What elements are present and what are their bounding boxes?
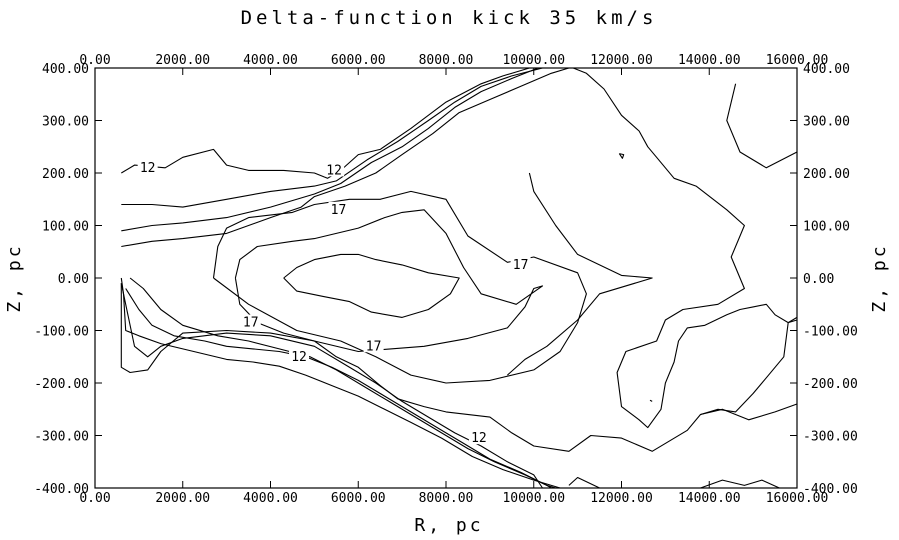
contour-line: [121, 67, 543, 208]
y-tick-label-right: 400.00: [803, 62, 850, 77]
y-tick-label-right: 0.00: [803, 272, 834, 287]
contour-line: [234, 209, 544, 353]
x-tick-label-top: 12000.00: [590, 53, 653, 68]
x-tick-label-top: 6000.00: [331, 53, 386, 68]
x-tick-label-bottom: 0.00: [79, 491, 110, 506]
contour-line: [212, 190, 587, 384]
contour-label-gap: [240, 314, 261, 329]
x-tick-label-bottom: 2000.00: [155, 491, 210, 506]
contour-label: 17: [331, 203, 347, 218]
contour-label-gap: [510, 256, 531, 271]
contour-label: 12: [471, 431, 487, 446]
contour-line: [618, 153, 625, 159]
contour-label: 12: [326, 163, 342, 178]
contour-line: [120, 283, 798, 452]
x-tick-label-bottom: 8000.00: [419, 491, 474, 506]
contour-labels: 12 12 17 17 17 17 12 12: [137, 159, 531, 446]
contour-label-gap: [289, 348, 310, 363]
x-tick-label-top: 2000.00: [155, 53, 210, 68]
contour-label-gap: [363, 338, 384, 353]
y-tick-label-right: -200.00: [803, 377, 858, 392]
contour-line: [125, 288, 556, 489]
contour-line: [507, 172, 653, 376]
y-tick-label-right: 300.00: [803, 115, 850, 130]
y-axis-label-right: Z, pc: [869, 243, 890, 312]
contour-lines: [120, 67, 798, 489]
y-axis-label-left: Z, pc: [4, 243, 25, 312]
contour-line: [121, 67, 539, 232]
x-tick-label-bottom: 4000.00: [243, 491, 298, 506]
contour-label: 17: [243, 316, 259, 331]
contour-line: [121, 67, 570, 248]
contour-label: 17: [513, 258, 529, 273]
y-tick-label-left: -300.00: [34, 430, 89, 445]
y-tick-label-left: -100.00: [34, 325, 89, 340]
x-axis-label: R, pc: [414, 515, 483, 536]
contour-line: [120, 277, 561, 489]
y-tick-label-left: 200.00: [42, 167, 89, 182]
x-tick-label-bottom: 10000.00: [502, 491, 565, 506]
contour-line: [572, 67, 798, 429]
contour-label-gap: [324, 162, 345, 177]
contour-label: 17: [366, 339, 382, 354]
x-tick-label-bottom: 12000.00: [590, 491, 653, 506]
contour-line: [129, 277, 552, 489]
y-tick-label-left: 400.00: [42, 62, 89, 77]
x-tick-label-top: 10000.00: [502, 53, 565, 68]
x-tick-label-bottom: 16000.00: [766, 491, 829, 506]
y-tick-label-left: -200.00: [34, 377, 89, 392]
chart-title: Delta-function kick 35 km/s: [241, 7, 658, 29]
contour-label-gap: [137, 159, 158, 174]
contour-label: 12: [140, 161, 156, 176]
y-tick-label-right: -400.00: [803, 482, 858, 497]
contour-line: [726, 83, 798, 169]
x-tick-label-top: 4000.00: [243, 53, 298, 68]
contour-label-gap: [328, 201, 349, 216]
tick-labels: 0.00 0.00 2000.00 2000.00 4000.00 4000.00 6000…: [34, 53, 858, 506]
y-tick-label-right: 200.00: [803, 167, 850, 182]
x-tick-label-top: 14000.00: [678, 53, 741, 68]
contour-label: 12: [291, 350, 307, 365]
y-tick-label-right: 100.00: [803, 220, 850, 235]
contour-line: [568, 476, 600, 489]
contour-line: [700, 479, 780, 489]
y-tick-label-left: 0.00: [58, 272, 89, 287]
x-tick-label-top: 8000.00: [419, 53, 474, 68]
contour-line: [283, 253, 460, 318]
x-tick-label-top: 0.00: [79, 53, 110, 68]
contour-line: [121, 67, 530, 179]
contour-line: [120, 283, 543, 489]
x-tick-label-bottom: 14000.00: [678, 491, 741, 506]
x-tick-label-bottom: 6000.00: [331, 491, 386, 506]
y-tick-label-left: 100.00: [42, 220, 89, 235]
contour-label-gap: [468, 430, 489, 445]
y-tick-label-right: -100.00: [803, 325, 858, 340]
contour-line: [700, 316, 798, 416]
contour-line: [649, 399, 653, 402]
x-tick-label-top: 16000.00: [766, 53, 829, 68]
y-tick-label-left: -400.00: [34, 482, 89, 497]
y-tick-label-left: 300.00: [42, 115, 89, 130]
y-tick-label-right: -300.00: [803, 430, 858, 445]
